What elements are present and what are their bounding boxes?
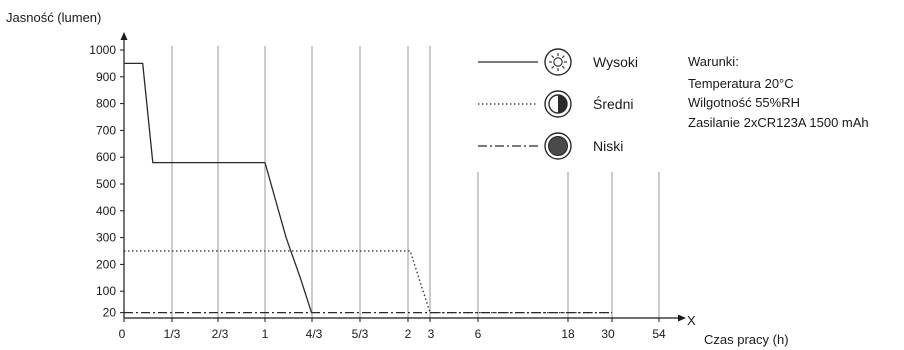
filled-circle-icon xyxy=(544,132,572,160)
legend-label: Niski xyxy=(593,138,623,154)
x-tick-label: 6 xyxy=(475,327,482,341)
half-circle-icon xyxy=(544,90,572,118)
vertical-grid xyxy=(171,46,660,318)
y-tick-label: 700 xyxy=(96,123,116,137)
x-tick-label: 0 xyxy=(119,327,126,341)
x-tick-label: 1/3 xyxy=(164,327,181,341)
y-tick-label: 300 xyxy=(96,231,116,245)
conditions-box: Warunki: Temperatura 20°C Wilgotność 55%… xyxy=(688,54,869,130)
series-line-dotted xyxy=(124,250,612,314)
x-tick-label: 1 xyxy=(262,327,269,341)
x-tick-label: 2 xyxy=(405,327,412,341)
x-tick-label: 2/3 xyxy=(212,327,229,341)
y-axis-arrow xyxy=(120,32,128,40)
y-tick-label: 800 xyxy=(96,97,116,111)
x-axis-title: Czas pracy (h) xyxy=(704,332,789,347)
x-tick-label: 3 xyxy=(428,327,435,341)
x-axis-letter: X xyxy=(687,313,696,328)
conditions-line-2: Wilgotność 55%RH xyxy=(688,95,800,110)
x-tick-label: 30 xyxy=(601,327,615,341)
y-tick-label: 500 xyxy=(96,177,116,191)
x-tick-label: 5/3 xyxy=(352,327,369,341)
legend-label: Wysoki xyxy=(593,54,638,70)
x-tick-label: 54 xyxy=(652,327,666,341)
y-tick-label: 1000 xyxy=(89,43,116,57)
y-tick-label: 20 xyxy=(103,306,117,320)
conditions-title: Warunki: xyxy=(688,54,739,69)
legend: Wysoki Średni Niski xyxy=(478,48,638,160)
x-axis-arrow xyxy=(678,314,686,322)
sun-icon xyxy=(544,48,572,76)
series-line-solid xyxy=(124,62,313,313)
conditions-line-3: Zasilanie 2xCR123A 1500 mAh xyxy=(688,115,869,130)
x-tick-label: 4/3 xyxy=(306,327,323,341)
conditions-line-1: Temperatura 20°C xyxy=(688,76,794,91)
x-tick-label: 18 xyxy=(561,327,575,341)
legend-label: Średni xyxy=(593,95,633,112)
y-axis-title: Jasność (lumen) xyxy=(6,10,101,25)
y-tick-label: 600 xyxy=(96,150,116,164)
y-tick-label: 900 xyxy=(96,70,116,84)
y-tick-label: 400 xyxy=(96,204,116,218)
y-tick-label: 200 xyxy=(96,257,116,271)
y-tick-label: 100 xyxy=(96,284,116,298)
axes xyxy=(120,32,686,322)
tick-labels: 20 100 200 300 400 500 600 700 800 900 1000 0 1/3 2/3… xyxy=(89,43,666,341)
series-lines xyxy=(124,62,612,314)
